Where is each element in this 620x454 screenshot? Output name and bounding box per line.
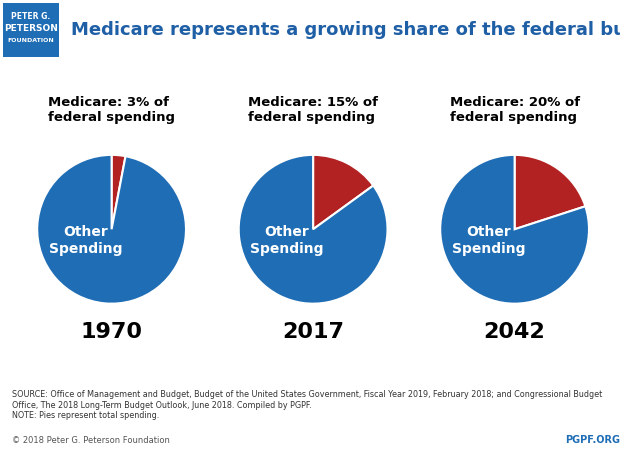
Text: PETERSON: PETERSON [4, 24, 58, 33]
Text: 2017: 2017 [282, 322, 344, 342]
Wedge shape [112, 155, 125, 229]
Text: 1970: 1970 [81, 322, 143, 342]
Wedge shape [313, 155, 373, 229]
Wedge shape [37, 155, 186, 304]
FancyBboxPatch shape [3, 3, 59, 57]
FancyBboxPatch shape [0, 0, 620, 60]
Wedge shape [515, 155, 585, 229]
Text: Other
Spending: Other Spending [452, 225, 525, 256]
Text: 2042: 2042 [484, 322, 546, 342]
Text: Medicare: 15% of
federal spending: Medicare: 15% of federal spending [248, 96, 378, 123]
Text: Medicare represents a growing share of the federal budget: Medicare represents a growing share of t… [71, 21, 620, 39]
Text: Other
Spending: Other Spending [250, 225, 324, 256]
Text: Medicare: 20% of
federal spending: Medicare: 20% of federal spending [450, 96, 580, 123]
Text: PGPF.ORG: PGPF.ORG [565, 435, 620, 445]
Text: FOUNDATION: FOUNDATION [7, 38, 55, 43]
Text: SOURCE: Office of Management and Budget, Budget of the United States Government,: SOURCE: Office of Management and Budget,… [12, 390, 603, 420]
Text: Other
Spending: Other Spending [49, 225, 122, 256]
Wedge shape [440, 155, 589, 304]
Wedge shape [239, 155, 388, 304]
Text: Medicare: 3% of
federal spending: Medicare: 3% of federal spending [48, 96, 175, 123]
Text: © 2018 Peter G. Peterson Foundation: © 2018 Peter G. Peterson Foundation [12, 436, 170, 445]
Text: PETER G.: PETER G. [11, 12, 51, 21]
